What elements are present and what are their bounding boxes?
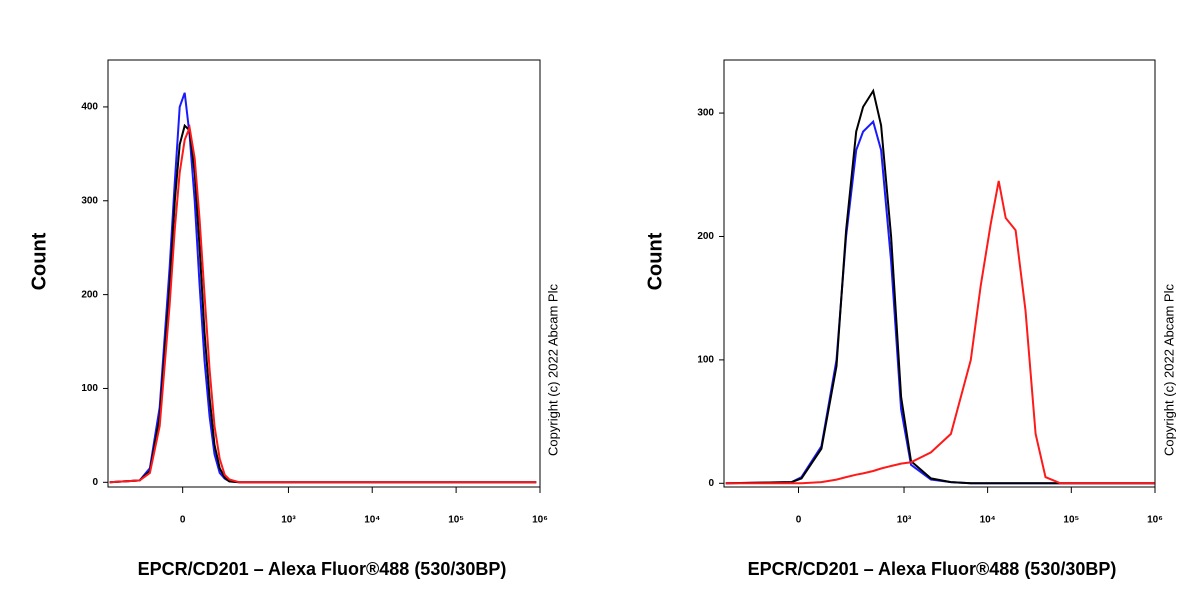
y-tick-label: 100 bbox=[81, 383, 98, 394]
y-tick-label: 200 bbox=[697, 231, 714, 242]
plot-frame bbox=[107, 59, 541, 488]
x-tick-label: 10⁴ bbox=[364, 515, 380, 526]
x-tick-label: 10³ bbox=[897, 515, 912, 526]
y-tick-label: 0 bbox=[92, 477, 98, 488]
plot-frame bbox=[723, 59, 1156, 488]
y-tick-label: 100 bbox=[697, 355, 714, 366]
x-tick-label: 10⁶ bbox=[532, 515, 548, 526]
y-tick-label: 300 bbox=[697, 108, 714, 119]
copyright: Copyright (c) 2022 Abcam Plc bbox=[545, 284, 560, 456]
y-axis-label: Count bbox=[644, 232, 666, 290]
y-tick-label: 200 bbox=[81, 289, 98, 300]
x-tick-label: 0 bbox=[180, 515, 186, 526]
x-tick-label: 10⁵ bbox=[448, 515, 464, 526]
series-line bbox=[725, 119, 1155, 485]
y-axis-label: Count bbox=[28, 232, 50, 290]
series-line bbox=[725, 88, 1155, 485]
series-line bbox=[109, 123, 537, 484]
x-tick-label: 10⁶ bbox=[1147, 515, 1163, 526]
x-axis-label: EPCR/CD201 – Alexa Fluor®488 (530/30BP) bbox=[138, 559, 507, 579]
x-tick-label: 10³ bbox=[281, 515, 296, 526]
y-tick-label: 400 bbox=[81, 102, 98, 113]
y-tick-label: 0 bbox=[708, 478, 714, 489]
y-tick-label: 300 bbox=[81, 195, 98, 206]
x-tick-label: 0 bbox=[796, 515, 802, 526]
series-line bbox=[109, 92, 537, 484]
series-line bbox=[725, 180, 1155, 485]
x-axis-label: EPCR/CD201 – Alexa Fluor®488 (530/30BP) bbox=[748, 559, 1117, 579]
x-tick-label: 10⁴ bbox=[980, 515, 996, 526]
series-line bbox=[109, 123, 537, 484]
x-tick-label: 10⁵ bbox=[1063, 515, 1079, 526]
copyright: Copyright (c) 2022 Abcam Plc bbox=[1161, 284, 1176, 456]
